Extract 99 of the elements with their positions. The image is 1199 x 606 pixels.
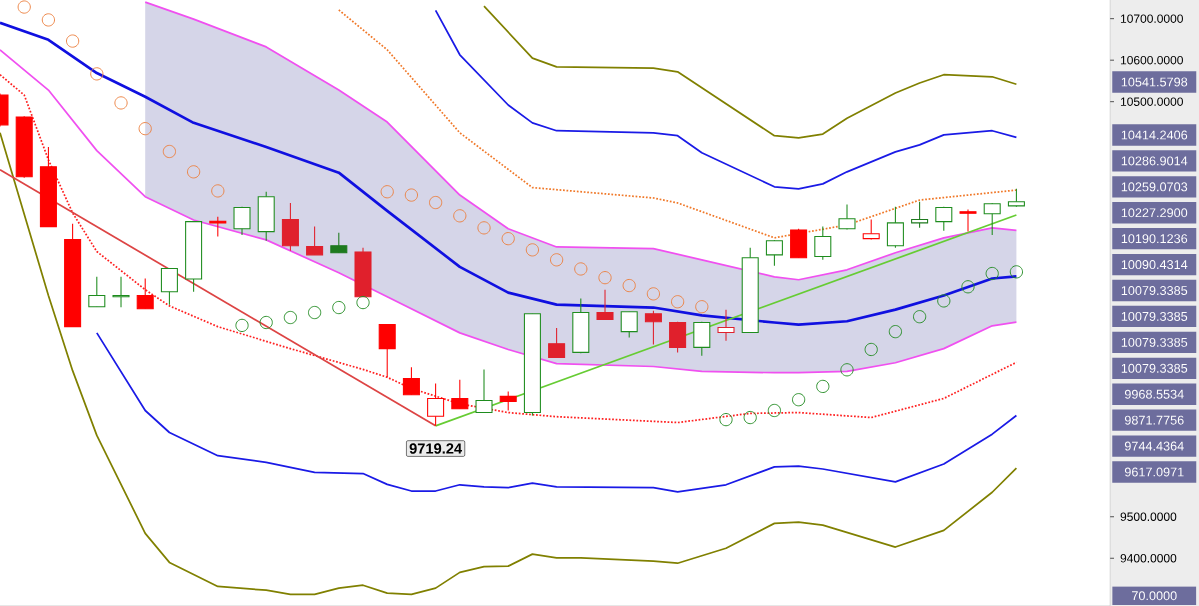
line-series [0, 48, 1018, 374]
annotation: 9719.24 [409, 443, 463, 454]
text: 9871.7756 [1124, 415, 1184, 425]
y-tick-label: 10600.0000 [1120, 55, 1183, 65]
point [622, 278, 636, 293]
candlestick [765, 239, 783, 267]
point [41, 13, 56, 27]
text: 10079.3385 [1121, 311, 1188, 321]
point [985, 266, 999, 281]
text: 9968.5534 [1124, 389, 1184, 399]
point [17, 0, 31, 14]
candlestick [160, 268, 178, 306]
point [308, 305, 322, 320]
point [453, 209, 467, 223]
point [792, 393, 806, 407]
candlestick [330, 232, 348, 254]
point [864, 342, 878, 357]
candlestick [644, 310, 662, 346]
text: 10227.2900 [1121, 208, 1188, 218]
point [477, 221, 491, 235]
point [598, 271, 612, 285]
text: 9744.4364 [1124, 441, 1184, 451]
candlestick [112, 276, 130, 308]
point [235, 318, 249, 332]
point [283, 310, 298, 325]
line-series [483, 5, 1018, 139]
candlestick [983, 202, 1001, 236]
line-series [0, 21, 1018, 326]
text: 9617.0971 [1124, 467, 1184, 477]
point [380, 185, 394, 199]
point [671, 295, 685, 309]
point [937, 294, 951, 308]
y-tick-label: 9500.0000 [1120, 512, 1177, 521]
point [646, 287, 661, 301]
candlestick [814, 226, 832, 261]
line-series [0, 73, 1018, 424]
candlestick [886, 206, 904, 249]
candlestick [306, 226, 324, 256]
candlestick [911, 201, 929, 229]
point [162, 144, 177, 159]
point [816, 379, 830, 394]
point [840, 363, 854, 377]
line-series [95, 332, 1018, 493]
y-tick-label: 9400.0000 [1120, 554, 1177, 563]
point [332, 300, 346, 315]
point [404, 188, 419, 202]
point [356, 295, 370, 310]
point [429, 195, 443, 210]
y-tick-label: 10500.0000 [1120, 97, 1183, 106]
candlestick [136, 277, 154, 310]
point [695, 300, 709, 314]
candlestick [838, 204, 856, 231]
line-series [144, 1, 1018, 281]
text: 10541.5798 [1121, 77, 1188, 87]
point [90, 67, 104, 81]
candlestick [209, 216, 227, 238]
point [743, 410, 757, 425]
candlestick [596, 289, 614, 321]
point [525, 243, 540, 257]
candlestick [620, 311, 638, 338]
line-series [434, 9, 1018, 190]
candlestick [402, 366, 420, 396]
point [961, 280, 975, 294]
point [719, 413, 733, 427]
text: 10414.2406 [1121, 130, 1188, 140]
candlestick [475, 368, 493, 414]
point [574, 262, 588, 276]
candlestick [233, 206, 251, 236]
point [767, 403, 782, 418]
text: 10286.9014 [1121, 156, 1188, 166]
point [888, 325, 903, 339]
text: 10079.3385 [1121, 337, 1188, 347]
line-series [0, 131, 1018, 596]
text: 70.0000 [1132, 591, 1177, 601]
point [1009, 265, 1024, 279]
candlestick [548, 327, 566, 358]
y-tick-label: 10700.0000 [1120, 14, 1183, 23]
point [501, 232, 515, 246]
line-series [337, 9, 1018, 239]
candlestick [959, 209, 977, 233]
candlestick [451, 379, 469, 410]
candlestick [499, 390, 517, 412]
text: 10079.3385 [1121, 286, 1188, 296]
point [138, 122, 152, 136]
point [187, 165, 201, 179]
point [114, 96, 128, 110]
point [211, 184, 225, 198]
candlestick [427, 382, 445, 427]
point [550, 253, 564, 267]
text: 10079.3385 [1121, 363, 1188, 373]
point [66, 34, 80, 48]
candlestick [717, 309, 735, 342]
candlestick [935, 206, 953, 232]
candlestick [88, 276, 106, 308]
text: 10190.1236 [1121, 234, 1188, 244]
text: 10259.0703 [1121, 182, 1188, 192]
point [913, 310, 927, 324]
text: 10090.4314 [1121, 260, 1188, 270]
point [259, 315, 273, 330]
